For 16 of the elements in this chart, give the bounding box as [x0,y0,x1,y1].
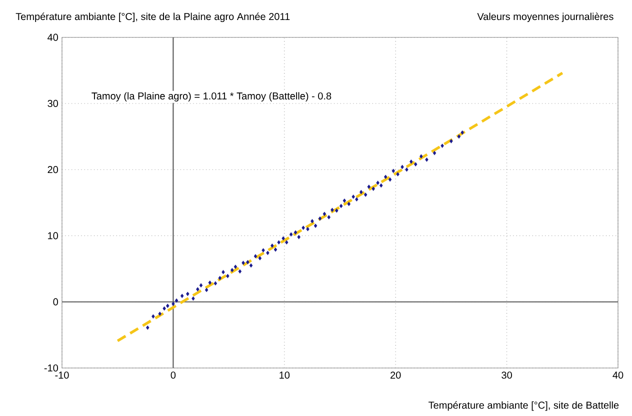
y-tick-label: 10 [48,232,58,240]
y-tick-label: 20 [48,166,58,174]
annotation: Tamoy (la Plaine agro) = 1.011 * Tamoy (Battelle) - 0.8 [92,92,332,102]
y-tick-label: -10 [44,364,58,372]
y-axis-title: Température ambiante [°C], site de la Plaine agro Année 2011 [16,12,290,22]
y-tick-label: 40 [48,34,58,41]
x-axis-title: Température ambiante [°C], site de Battelle [428,401,619,411]
y-tick-label: 30 [48,100,58,108]
chart-subtitle: Valeurs moyennes journalières [477,12,614,22]
y-tick-label: 0 [53,298,58,306]
x-tick-label: 20 [390,372,401,379]
x-tick-label: 40 [612,372,624,379]
x-tick-label: 0 [170,372,176,379]
x-tick-label: 10 [280,372,290,379]
x-tick-label: 30 [502,372,512,379]
x-tick-label: -10 [55,372,69,379]
